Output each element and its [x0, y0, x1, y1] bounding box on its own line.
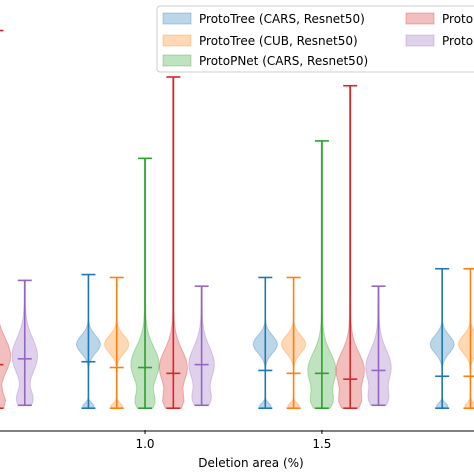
violin-1-2	[281, 276, 307, 410]
legend-label: ProtoPNet (CUB, Resnet50)	[442, 12, 474, 26]
legend-item-3: ProtoPNet (CUB, Resnet50)	[405, 12, 474, 26]
violin-series-group	[0, 29, 474, 410]
x-axis: 1.0 1.5	[135, 430, 331, 451]
legend-swatch	[162, 54, 192, 67]
legend: ProtoTree (CARS, Resnet50) ProtoTree (CUB…	[156, 5, 474, 73]
x-tick-label-0: 1.0	[135, 437, 154, 451]
legend-swatch	[405, 34, 435, 47]
violin-body	[0, 322, 12, 409]
legend-label: ProtoTree (CARS, Resnet50)	[199, 12, 365, 26]
violin-1-1	[104, 276, 130, 410]
violin-series-3	[0, 29, 365, 410]
violin-0-2	[252, 276, 278, 410]
violin-series-1	[104, 267, 474, 410]
legend-item-4: ProtoPNet (CUB, Densenet121)	[405, 34, 474, 48]
legend-label: ProtoPNet (CARS, Resnet50)	[199, 54, 368, 68]
legend-label: ProtoTree (CUB, Resnet50)	[199, 34, 358, 48]
legend-item-2: ProtoPNet (CARS, Resnet50)	[162, 54, 368, 68]
violin-3-2	[335, 84, 365, 410]
legend-item-0: ProtoTree (CARS, Resnet50)	[162, 12, 365, 26]
plot-frame	[0, 430, 474, 432]
legend-frame	[156, 5, 474, 73]
violin-2-1	[130, 157, 160, 410]
violin-3-1	[158, 76, 188, 410]
violin-0-3	[429, 267, 455, 410]
legend-swatch	[162, 12, 192, 25]
legend-swatch	[162, 34, 192, 47]
violin-2-2	[307, 140, 337, 410]
x-tick-label-1: 1.5	[312, 437, 331, 451]
violin-4-0	[11, 279, 39, 407]
x-axis-label: Deletion area (%)	[198, 456, 303, 470]
violin-series-0	[75, 267, 455, 410]
violin-1-3	[457, 267, 474, 410]
violin-body	[457, 268, 474, 409]
violin-0-1	[75, 273, 101, 410]
violin-series-2	[130, 140, 337, 410]
legend-item-1: ProtoTree (CUB, Resnet50)	[162, 34, 358, 48]
legend-swatch	[405, 12, 435, 25]
violin-series-4	[11, 279, 392, 407]
legend-label: ProtoPNet (CUB, Densenet121)	[442, 34, 474, 48]
violin-4-2	[365, 285, 392, 407]
violin-3-0	[0, 29, 12, 410]
violin-4-1	[188, 285, 215, 407]
